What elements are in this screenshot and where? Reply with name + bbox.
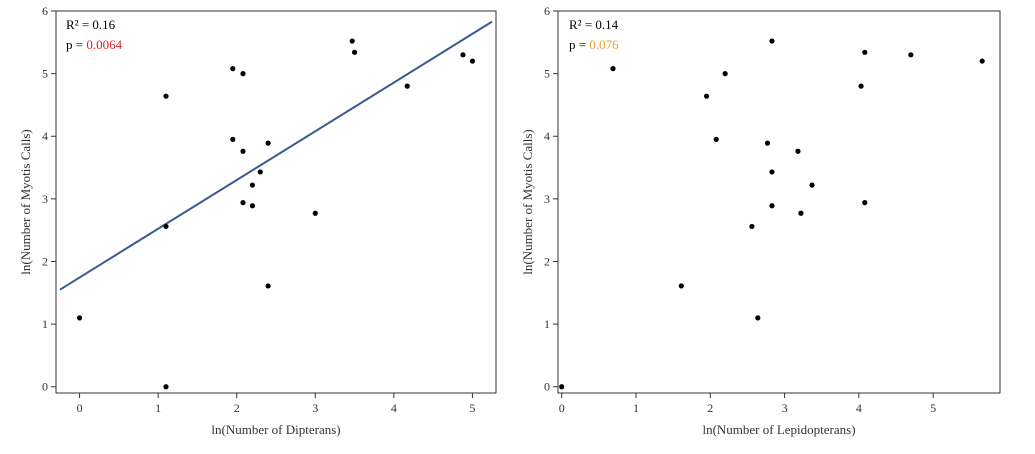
x-axis-ticks-right: 0 1 2 3 4 5 [559,393,936,415]
dipterans-scatter-panel: 0 1 2 3 4 5 0 1 2 3 4 5 6 R² = 0.16 p = 0.0064 ln(N… [18,4,497,437]
data-point-left-6 [240,71,246,77]
regression-line [59,20,493,291]
p-prefix-left: p = [66,37,86,52]
data-point-right-5 [713,136,719,142]
data-point-right-11 [769,169,775,175]
p-value-label-left: p = 0.0064 [66,37,123,52]
y-axis-label-left: ln(Number of Myotis Calls) [18,129,33,275]
r-squared-label-left: R² = 0.16 [66,17,116,32]
y-tick-label: 5 [42,67,48,81]
x-tick-label: 1 [633,401,639,415]
data-point-right-1 [559,384,565,390]
y-tick-label: 2 [544,254,550,268]
data-point-right-19 [908,52,914,58]
y-tick-label: 5 [544,67,550,81]
y-tick-label: 3 [544,192,550,206]
data-point-left-15 [312,210,318,216]
data-point-right-17 [862,49,868,55]
y-tick-label: 6 [42,4,48,18]
data-point-right-10 [769,38,775,44]
data-point-right-20 [979,58,985,64]
y-tick-label: 1 [544,317,550,331]
data-point-left-3 [163,223,169,230]
x-tick-label: 5 [469,401,475,415]
data-point-right-16 [858,83,864,89]
data-point-left-19 [460,52,466,58]
x-tick-label: 0 [77,401,83,415]
x-tick-label: 2 [234,401,240,415]
data-point-left-10 [257,169,263,175]
x-axis-label-left: ln(Number of Dipterans) [211,422,340,437]
y-axis-ticks-left: 0 1 2 3 4 5 6 [42,4,56,394]
data-point-right-13 [795,148,801,154]
data-point-left-16 [349,38,355,44]
plot-frame-left [55,10,497,394]
x-tick-label: 4 [391,401,397,415]
x-axis-label-right: ln(Number of Lepidopterans) [702,422,855,437]
y-tick-label: 6 [544,4,550,18]
x-axis-ticks-left: 0 1 2 3 4 5 [77,393,475,415]
data-points-left [76,38,476,390]
data-point-right-12 [769,203,775,209]
x-tick-label: 2 [707,401,713,415]
lepidopterans-scatter-panel: 0 1 2 3 4 5 0 1 2 3 4 5 6 R² = 0.14 p = 0.076 ln(Nu… [520,4,1001,437]
x-tick-label: 1 [155,401,161,415]
data-point-right-4 [703,93,710,99]
y-axis-label-right: ln(Number of Myotis Calls) [520,129,535,275]
data-point-left-17 [351,49,358,55]
x-tick-label: 3 [782,401,788,415]
y-tick-label: 0 [42,380,48,394]
p-prefix-right: p = [569,37,589,52]
data-point-right-8 [755,315,761,321]
data-point-right-14 [798,210,804,216]
data-point-left-4 [163,93,169,99]
data-point-left-14 [265,283,271,289]
data-point-right-18 [862,200,868,206]
data-point-right-7 [749,223,755,230]
data-point-right-9 [764,140,771,146]
plot-frame-right [557,10,1001,394]
x-tick-label: 5 [930,401,936,415]
data-point-left-5 [230,66,236,72]
data-point-left-12 [240,200,246,206]
x-tick-label: 3 [312,401,318,415]
x-tick-label: 0 [559,401,565,415]
data-point-right-6 [722,71,728,77]
r-squared-label-right: R² = 0.14 [569,17,619,32]
y-tick-label: 0 [544,380,550,394]
data-point-left-2 [163,384,169,390]
p-value-left: 0.0064 [86,37,122,52]
x-tick-label: 4 [856,401,862,415]
y-tick-label: 1 [42,317,48,331]
data-point-left-20 [469,58,476,64]
data-point-left-9 [265,140,271,146]
y-tick-label: 4 [544,129,550,143]
data-point-left-11 [249,182,256,188]
data-point-left-7 [230,136,236,142]
y-tick-label: 3 [42,192,48,206]
data-point-right-2 [610,66,616,72]
data-point-right-3 [678,283,684,289]
y-axis-ticks-right: 0 1 2 3 4 5 6 [544,4,558,394]
p-value-right: 0.076 [589,37,619,52]
data-point-left-18 [404,83,410,89]
data-point-left-8 [240,148,246,154]
data-point-left-1 [76,315,83,321]
data-point-left-13 [249,203,256,209]
data-points-right [559,38,985,390]
data-point-right-15 [809,182,815,188]
p-value-label-right: p = 0.076 [569,37,619,52]
y-tick-label: 4 [42,129,48,143]
y-tick-label: 2 [42,254,48,268]
